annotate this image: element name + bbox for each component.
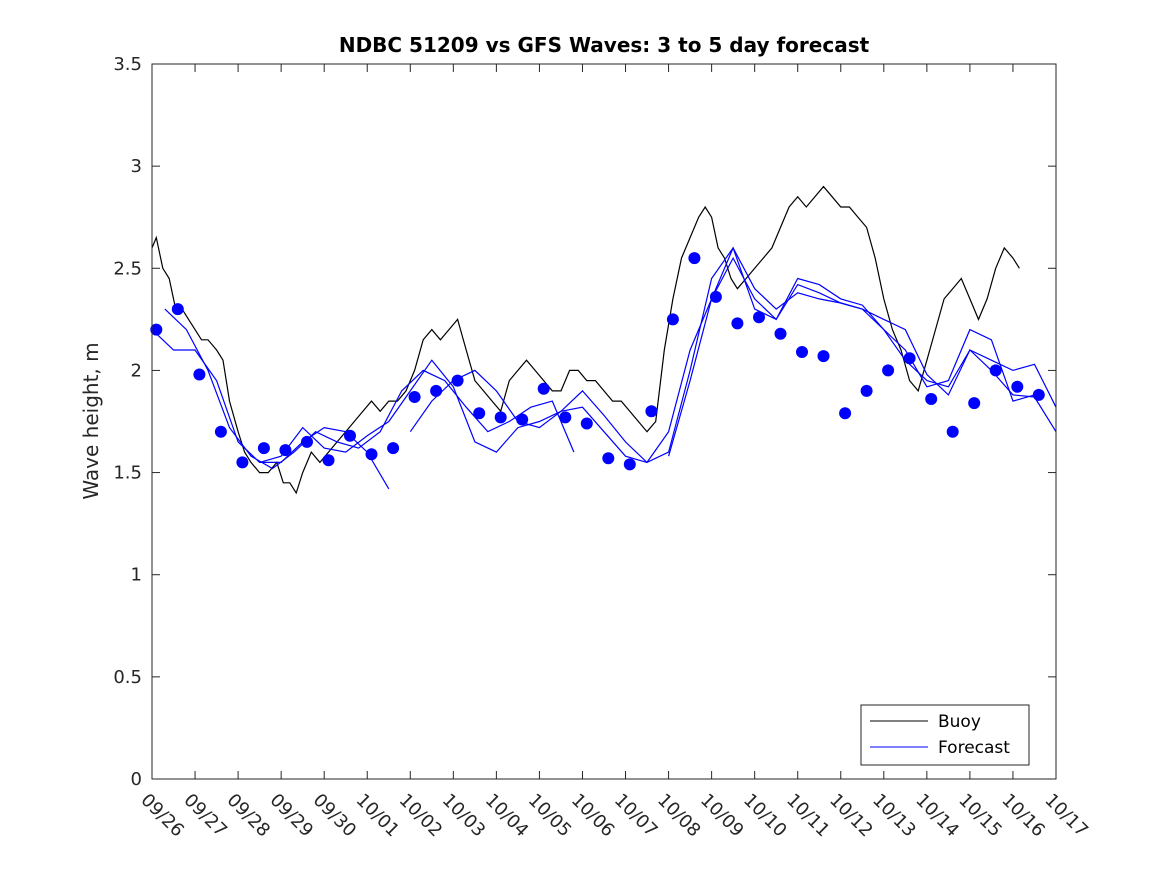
forecast-point <box>882 364 895 377</box>
forecast-point <box>623 458 636 471</box>
y-tick-label: 3.5 <box>113 54 142 75</box>
forecast-point <box>214 425 227 438</box>
forecast-series-line <box>164 308 575 470</box>
forecast-point <box>365 448 378 461</box>
forecast-point <box>516 413 529 426</box>
y-tick-label: 0 <box>131 769 142 790</box>
forecast-point <box>645 405 658 418</box>
y-axis-label: Wave height, m <box>79 342 103 499</box>
legend-label-buoy: Buoy <box>938 712 981 732</box>
forecast-point <box>817 350 830 363</box>
axes-box <box>151 63 1057 780</box>
forecast-point <box>559 411 572 424</box>
forecast-point <box>968 397 981 410</box>
legend: Buoy Forecast <box>860 704 1030 766</box>
forecast-point <box>1032 388 1045 401</box>
forecast-point <box>150 323 163 336</box>
y-tick-label: 2 <box>131 360 142 381</box>
forecast-point <box>839 407 852 420</box>
buoy-series-line <box>151 185 1020 495</box>
forecast-point <box>1011 380 1024 393</box>
forecast-point <box>602 452 615 465</box>
forecast-point <box>279 444 292 457</box>
chart-title: NDBC 51209 vs GFS Waves: 3 to 5 day fore… <box>339 33 870 57</box>
forecast-point <box>903 352 916 365</box>
forecast-point <box>946 425 959 438</box>
forecast-point <box>709 290 722 303</box>
forecast-point <box>688 252 701 265</box>
forecast-point <box>989 364 1002 377</box>
forecast-point <box>537 382 550 395</box>
forecast-point <box>580 417 593 430</box>
forecast-point <box>408 391 421 403</box>
forecast-point <box>430 384 443 397</box>
forecast-point <box>473 407 486 420</box>
forecast-point <box>796 346 808 358</box>
forecast-point <box>257 442 270 455</box>
y-tick-label: 1 <box>131 565 142 586</box>
forecast-point <box>322 454 335 467</box>
forecast-point <box>344 429 356 442</box>
y-tick-label: 2.5 <box>113 258 142 279</box>
forecast-point <box>925 393 938 405</box>
forecast-point <box>193 368 206 381</box>
forecast-point <box>860 384 873 397</box>
forecast-point <box>171 303 184 316</box>
y-tick-label: 0.5 <box>113 667 142 688</box>
forecast-point <box>387 442 400 455</box>
forecast-point <box>301 435 313 448</box>
legend-label-forecast: Forecast <box>938 738 1010 758</box>
forecast-point <box>753 311 765 324</box>
forecast-point <box>494 411 507 424</box>
axes-border <box>151 63 1057 780</box>
forecast-point <box>451 374 464 387</box>
forecast-point <box>236 456 249 469</box>
y-tick-label: 3 <box>131 156 142 177</box>
forecast-series-line <box>668 256 1035 457</box>
forecast-point <box>666 313 679 326</box>
forecast-point <box>774 327 787 340</box>
forecast-series-line <box>259 246 1057 464</box>
forecast-point <box>731 317 744 330</box>
y-tick-label: 1.5 <box>113 463 142 484</box>
legend-box <box>860 704 1030 766</box>
